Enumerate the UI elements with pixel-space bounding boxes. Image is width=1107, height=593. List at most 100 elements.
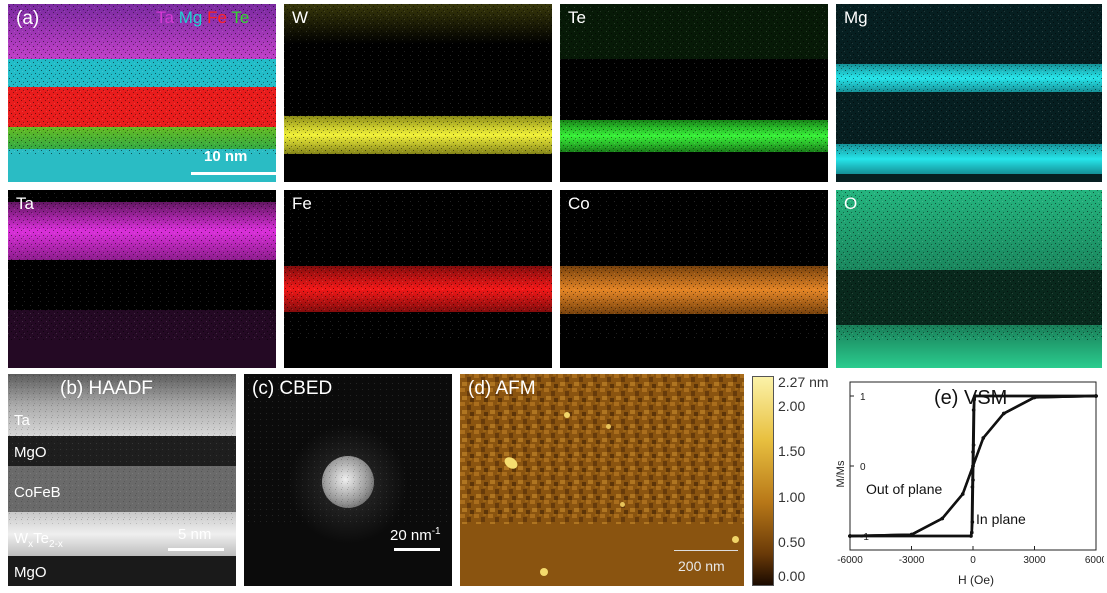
vsm-ytick-label: 1 [860, 392, 866, 403]
layer-wte-x: x [28, 539, 34, 550]
layer-wte: WxTe2-x [14, 530, 63, 550]
band-te [8, 127, 276, 149]
map-te: Te [560, 4, 828, 182]
map-fe-label: Fe [292, 194, 312, 213]
panel-b-label: (b) HAADF [60, 378, 153, 399]
band-te-main [560, 120, 828, 152]
noise-overlay [284, 190, 552, 340]
vsm-point [969, 534, 973, 538]
map-o: O [836, 190, 1102, 368]
panel-c-scale-value: 20 nm [390, 527, 432, 544]
panel-a-label: (a) [16, 8, 40, 29]
vsm-ylabel: M/Ms [835, 460, 847, 487]
panel-a-scale-bar [191, 172, 276, 175]
vsm-point [1001, 411, 1006, 416]
vsm-point [940, 516, 945, 521]
vsm-point [970, 520, 975, 524]
map-co: Co [560, 190, 828, 368]
vsm-point [971, 478, 975, 482]
layer-wte-sub: 2-x [49, 539, 63, 550]
panel-a-composite-map: (a) Ta Mg Fe Te 10 nm [8, 4, 276, 182]
haadf-mgo-bottom [8, 556, 236, 586]
legend-mg: Mg [178, 8, 203, 27]
colorbar-tick: 2.27 nm [778, 374, 829, 390]
map-ta: Ta [8, 190, 276, 368]
map-te-label: Te [568, 8, 586, 27]
vsm-point [848, 534, 852, 538]
panel-a-scale-text: 10 nm [204, 148, 248, 165]
band-co-main [560, 266, 828, 314]
afm-particle [732, 536, 739, 543]
panel-b-scale-bar [168, 548, 224, 551]
vsm-xtick-label: -3000 [899, 555, 925, 566]
afm-particle [606, 424, 611, 429]
panel-c-scale-text: 20 nm-1 [390, 526, 441, 544]
band-ta-main [8, 202, 276, 260]
map-ta-label: Ta [16, 194, 34, 213]
map-co-label: Co [568, 194, 590, 213]
vsm-point [971, 443, 976, 447]
vsm-ytick-label: -1 [860, 532, 869, 543]
vsm-annotation-out-of-plane: Out of plane [866, 481, 942, 497]
band-fe-main [284, 266, 552, 312]
map-fe: Fe [284, 190, 552, 368]
layer-wte-w: W [14, 530, 29, 547]
vsm-point [971, 464, 975, 468]
panel-c-label: (c) CBED [252, 378, 333, 399]
vsm-xtick-label: 0 [970, 555, 976, 566]
colorbar-tick: 1.50 [778, 443, 806, 459]
layer-ta: Ta [14, 412, 30, 429]
vsm-point [909, 532, 914, 537]
vsm-point [1032, 395, 1037, 400]
colorbar-tick: 2.00 [778, 398, 806, 414]
panel-e-vsm: (e) VSM M/Ms H (Oe) -6000 -3000 0 3000 6000 1… [834, 374, 1107, 588]
vsm-point [972, 397, 977, 402]
vsm-ytick-label: 0 [860, 462, 866, 473]
band-mg-bottom [836, 144, 1102, 174]
colorbar-tick: 0.50 [778, 534, 806, 550]
afm-particle [502, 454, 520, 472]
colorbar-tick: 0.00 [778, 568, 806, 584]
legend-ta: Ta [156, 8, 174, 27]
colorbar-tick: 1.00 [778, 489, 806, 505]
panel-d-scale-text: 200 nm [678, 558, 725, 574]
band-mg [8, 59, 276, 87]
vsm-xtick-label: 6000 [1085, 555, 1104, 566]
vsm-xtick-label: -6000 [837, 555, 863, 566]
band-te-faint [560, 4, 828, 59]
panel-d-scale-bar [674, 550, 738, 551]
map-w-label: W [292, 8, 309, 27]
afm-particle [540, 568, 548, 576]
legend-fe: Fe [207, 8, 227, 27]
layer-mgo: MgO [14, 444, 47, 461]
band-mg-top [836, 64, 1102, 92]
band-o-top [836, 190, 1102, 270]
band-o-bottom [836, 325, 1102, 368]
cbed-disc [322, 456, 374, 508]
vsm-chart: (e) VSM M/Ms H (Oe) -6000 -3000 0 3000 6000 1… [835, 381, 1107, 587]
vsm-xtick-label: 3000 [1023, 555, 1046, 566]
panel-a-legend: Ta Mg Fe Te [156, 8, 249, 28]
map-o-label: O [844, 194, 858, 213]
layer-wte-te: Te [33, 530, 50, 547]
panel-d-label: (d) AFM [468, 378, 536, 399]
panel-b-haadf: (b) HAADF Ta MgO CoFeB WxTe2-x MgO 5 nm [8, 374, 236, 586]
panel-c-cbed: (c) CBED 20 nm-1 [244, 374, 452, 586]
panel-e-label: (e) VSM [934, 387, 1007, 409]
panel-b-scale-text: 5 nm [178, 526, 212, 543]
vsm-point [973, 394, 977, 398]
band-o-mid [836, 270, 1102, 325]
vsm-xlabel: H (Oe) [958, 573, 994, 587]
vsm-point [981, 436, 986, 440]
map-w: W [284, 4, 552, 182]
colorbar-ticks: 2.27 nm 2.00 1.50 1.00 0.50 0.00 [772, 374, 832, 584]
vsm-annotation-in-plane: In plane [976, 511, 1026, 527]
afm-particle [564, 412, 570, 418]
band-fe [8, 87, 276, 127]
panel-c-scale-bar [394, 548, 440, 551]
panel-c-scale-sup: -1 [431, 526, 441, 537]
vsm-point [1094, 394, 1098, 398]
panel-d-afm: (d) AFM 200 nm [460, 374, 744, 586]
map-mg: Mg [836, 4, 1102, 182]
band-mg-bottom [8, 149, 276, 182]
